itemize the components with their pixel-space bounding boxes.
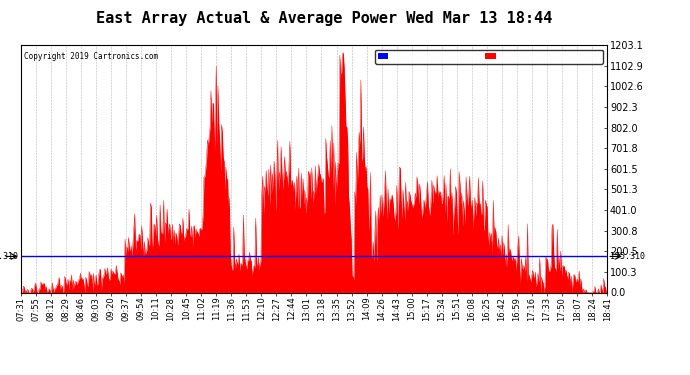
Legend: Average  (DC Watts), East Array  (DC Watts): Average (DC Watts), East Array (DC Watts… — [375, 50, 602, 64]
Text: Copyright 2019 Cartronics.com: Copyright 2019 Cartronics.com — [23, 53, 158, 62]
Text: 175.310: 175.310 — [610, 252, 645, 261]
Text: 175.310: 175.310 — [0, 252, 18, 261]
Text: East Array Actual & Average Power Wed Mar 13 18:44: East Array Actual & Average Power Wed Ma… — [96, 11, 553, 26]
